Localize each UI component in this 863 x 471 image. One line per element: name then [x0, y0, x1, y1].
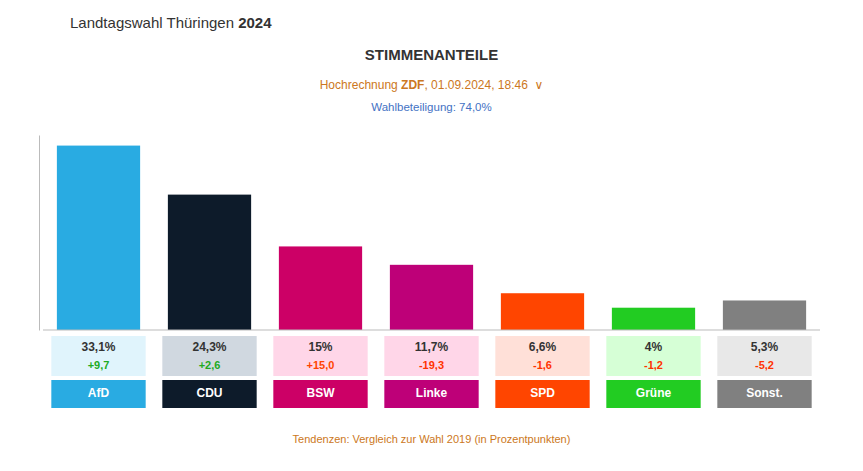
- labels: 33,1% +9,7 AfD 24,3% +2,6 CDU 15% +15,0 BSW 11,7%…: [51, 336, 811, 408]
- header-part: Landtagswahl Thüringen: [70, 14, 238, 31]
- data-label: 6,6%: [529, 340, 557, 354]
- change-label: +15,0: [307, 359, 335, 371]
- category-label: BSW: [307, 386, 336, 400]
- category-label: Grüne: [636, 386, 672, 400]
- value-box: [717, 336, 811, 376]
- subtitle: Hochrechnung ZDF, 01.09.2024, 18:46 ∨: [320, 78, 544, 92]
- bar: [723, 300, 806, 330]
- value-box: [606, 336, 700, 376]
- footer: Tendenzen: Vergleich zur Wahl 2019 (in P…: [293, 433, 571, 445]
- header-part: 2024: [238, 14, 272, 31]
- subtitle-part: , 01.09.2024, 18:46 ∨: [424, 78, 543, 92]
- category-label: Sonst.: [746, 386, 783, 400]
- subtitle-part: ZDF: [401, 78, 424, 92]
- value-box: [384, 336, 478, 376]
- change-label: +9,7: [88, 359, 110, 371]
- category-box: [717, 380, 811, 408]
- change-label: -1,2: [644, 359, 663, 371]
- chart: Landtagswahl Thüringen 2024 STIMMENANTEIL…: [0, 0, 863, 471]
- value-box: [495, 336, 589, 376]
- data-label: 11,7%: [415, 340, 449, 354]
- value-box: [162, 336, 256, 376]
- data-label: 24,3%: [192, 340, 226, 354]
- change-label: -19,3: [419, 359, 444, 371]
- category-label: Linke: [416, 386, 448, 400]
- category-label: SPD: [530, 386, 555, 400]
- category-box: [495, 380, 589, 408]
- change-label: -1,6: [533, 359, 552, 371]
- bar: [390, 265, 473, 330]
- value-box: [51, 336, 145, 376]
- title: STIMMENANTEILE: [365, 46, 498, 63]
- bars: [57, 146, 806, 330]
- value-box: [273, 336, 367, 376]
- bar: [279, 246, 362, 330]
- data-label: 15%: [308, 340, 332, 354]
- y-axis: [39, 136, 40, 331]
- bar: [501, 293, 584, 330]
- data-label: 4%: [645, 340, 663, 354]
- bar: [57, 146, 140, 330]
- bar: [612, 308, 695, 330]
- category-box: [606, 380, 700, 408]
- change-label: -5,2: [755, 359, 774, 371]
- subtitle-part: Hochrechnung: [320, 78, 401, 92]
- header: Landtagswahl Thüringen 2024: [70, 14, 272, 31]
- category-label: CDU: [197, 386, 223, 400]
- data-label: 33,1%: [81, 340, 115, 354]
- category-box: [51, 380, 145, 408]
- category-box: [162, 380, 256, 408]
- change-label: +2,6: [199, 359, 221, 371]
- category-label: AfD: [88, 386, 110, 400]
- note: Wahlbeteiligung: 74,0%: [371, 101, 491, 113]
- category-box: [273, 380, 367, 408]
- data-label: 5,3%: [751, 340, 779, 354]
- baseline: [43, 330, 820, 331]
- bar: [168, 195, 251, 330]
- category-box: [384, 380, 478, 408]
- y-axis-line: [39, 136, 40, 331]
